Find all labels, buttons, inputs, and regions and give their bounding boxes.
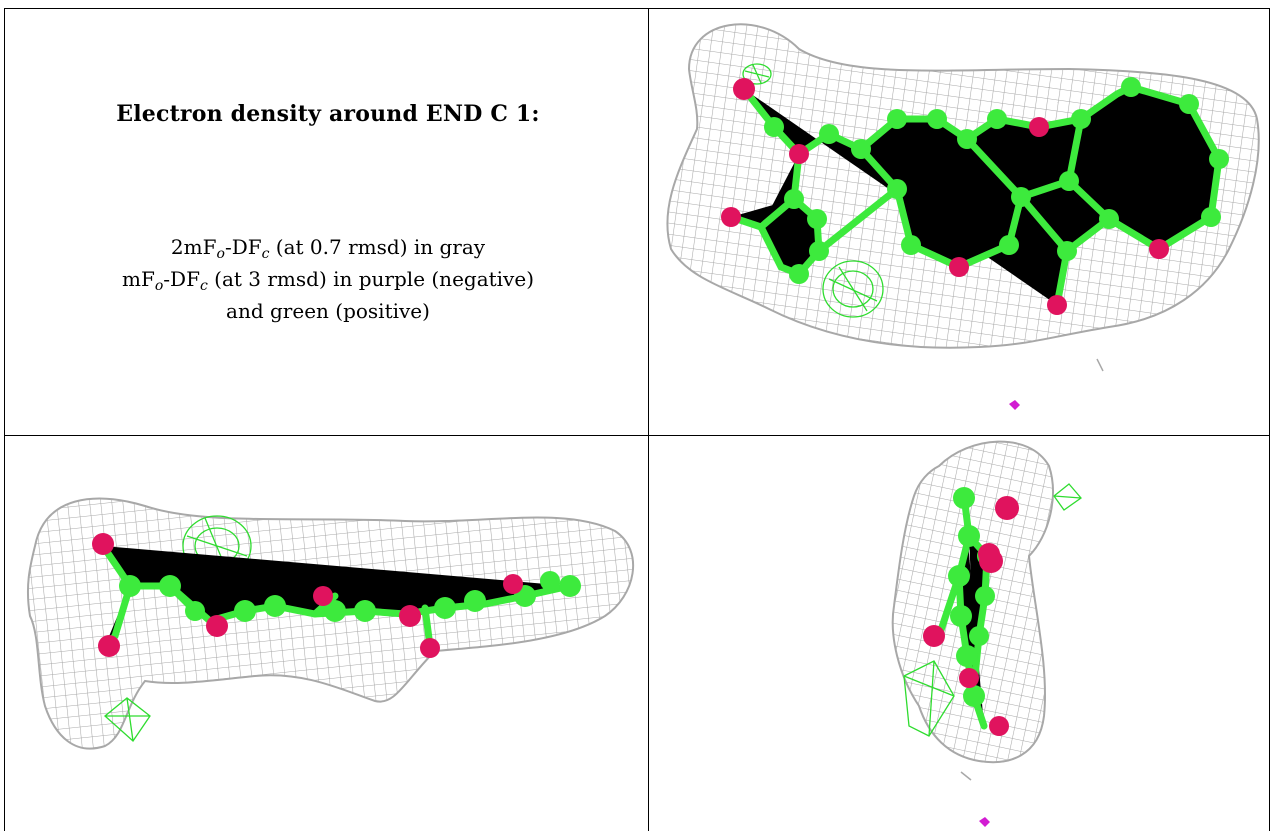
negative-density-blob <box>979 817 990 827</box>
carbon-atoms <box>764 77 1229 284</box>
carbon-atoms <box>119 571 581 622</box>
positive-density-blob <box>742 63 884 318</box>
caption-line-mfo: mFo-DFc (at 3 rmsd) in purple (negative) <box>122 267 534 294</box>
oxygen-atoms <box>923 496 1019 736</box>
caption-title: Electron density around END C 1: <box>116 101 540 127</box>
table-border-right <box>1269 8 1270 831</box>
mesh-fragment <box>1096 358 1104 372</box>
oxygen-atoms <box>721 78 1169 315</box>
caption-description: 2mFo-DFc (at 0.7 rmsd) in gray mFo-DFc (… <box>4 231 648 327</box>
table-center-divider <box>648 8 649 831</box>
positive-density-blob <box>903 483 1082 737</box>
density-panel-side-view <box>5 436 648 831</box>
density-panel-face-view <box>649 9 1269 435</box>
table-border-top <box>4 8 1270 9</box>
negative-density-blob <box>1009 400 1020 410</box>
table-border-left <box>4 8 5 831</box>
table-row-divider <box>4 435 1270 436</box>
caption-cell: Electron density around END C 1: 2mFo-DF… <box>4 9 648 435</box>
caption-line-green: and green (positive) <box>226 299 430 323</box>
mesh-fragment <box>960 771 972 781</box>
caption-line-2mfo: 2mFo-DFc (at 0.7 rmsd) in gray <box>170 235 486 262</box>
density-panel-edge-view <box>649 436 1269 831</box>
oxygen-atoms <box>92 533 523 658</box>
